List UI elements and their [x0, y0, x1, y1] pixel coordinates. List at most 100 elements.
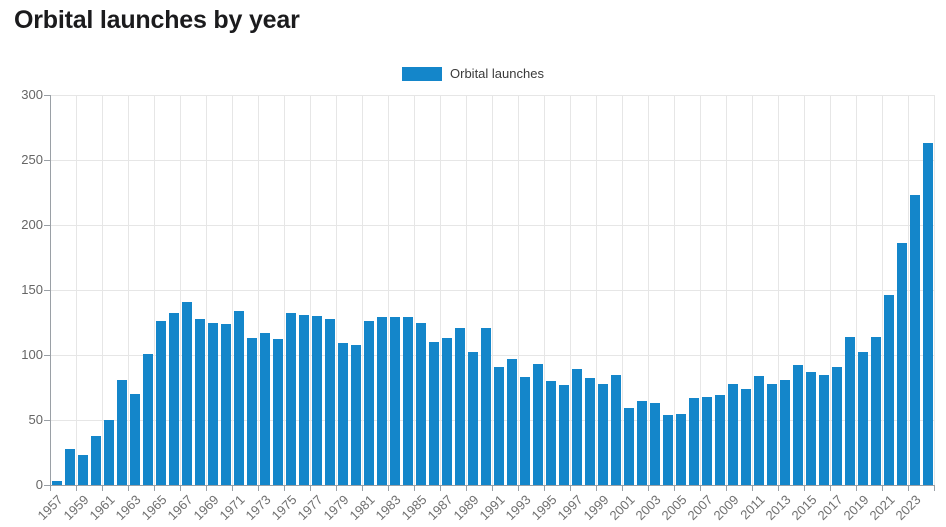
bar-1972[interactable] [246, 338, 257, 485]
bar-2006[interactable] [688, 397, 699, 485]
x-axis-tick [648, 485, 649, 491]
x-axis-tick [180, 485, 181, 491]
bar-2018[interactable] [844, 336, 855, 485]
bar-2022[interactable] [896, 243, 907, 485]
bar-2020[interactable] [870, 336, 881, 485]
gridline-vertical [258, 95, 259, 485]
bar-1987[interactable] [441, 338, 452, 485]
gridline-vertical [934, 95, 935, 485]
bar-2011[interactable] [753, 375, 764, 485]
gridline-vertical [388, 95, 389, 485]
bar-1966[interactable] [168, 313, 179, 485]
x-axis-label: 1997 [554, 492, 586, 524]
x-axis-tick [700, 485, 701, 491]
bar-2014[interactable] [792, 365, 803, 485]
x-axis-label: 1961 [86, 492, 118, 524]
y-axis-label: 100 [21, 347, 43, 362]
bar-1992[interactable] [506, 358, 517, 485]
bar-1996[interactable] [558, 384, 569, 485]
x-axis-label: 1999 [580, 492, 612, 524]
y-axis-tick [44, 355, 50, 356]
gridline-vertical [544, 95, 545, 485]
bar-2021[interactable] [883, 295, 894, 485]
bar-1976[interactable] [298, 314, 309, 485]
bar-2008[interactable] [714, 395, 725, 485]
bar-1968[interactable] [194, 318, 205, 485]
bar-1957[interactable] [51, 481, 62, 485]
bar-1979[interactable] [337, 343, 348, 485]
bar-1961[interactable] [103, 420, 114, 485]
bar-2019[interactable] [857, 352, 868, 485]
bar-1973[interactable] [259, 332, 270, 485]
bar-1982[interactable] [376, 317, 387, 485]
x-axis-label: 1977 [294, 492, 326, 524]
bar-2000[interactable] [610, 374, 621, 485]
bar-1970[interactable] [220, 323, 231, 485]
x-axis-label: 1965 [138, 492, 170, 524]
x-axis-label: 2009 [710, 492, 742, 524]
bar-2003[interactable] [649, 403, 660, 485]
bar-1960[interactable] [90, 435, 101, 485]
x-axis-tick [778, 485, 779, 491]
bar-1969[interactable] [207, 322, 218, 485]
x-axis-line [50, 485, 934, 486]
bar-2012[interactable] [766, 383, 777, 485]
bar-2005[interactable] [675, 413, 686, 485]
bar-1962[interactable] [116, 379, 127, 485]
gridline-vertical [830, 95, 831, 485]
chart-title: Orbital launches by year [14, 6, 300, 34]
bar-1959[interactable] [77, 455, 88, 485]
bar-1975[interactable] [285, 313, 296, 485]
bar-1967[interactable] [181, 301, 192, 485]
bar-1999[interactable] [597, 383, 608, 485]
x-axis-label: 2011 [737, 492, 768, 523]
bar-1980[interactable] [350, 344, 361, 485]
bar-1988[interactable] [454, 327, 465, 485]
bar-1991[interactable] [493, 366, 504, 485]
bar-1958[interactable] [64, 448, 75, 485]
x-axis-label: 1985 [398, 492, 430, 524]
bar-1963[interactable] [129, 394, 140, 485]
bar-1985[interactable] [415, 322, 426, 485]
gridline-vertical [882, 95, 883, 485]
bar-2024[interactable] [922, 143, 933, 485]
bar-1981[interactable] [363, 321, 374, 485]
x-axis-label: 1979 [320, 492, 352, 524]
bar-1984[interactable] [402, 317, 413, 485]
bar-1974[interactable] [272, 339, 283, 485]
bar-2004[interactable] [662, 414, 673, 485]
bar-2016[interactable] [818, 374, 829, 485]
bar-1983[interactable] [389, 317, 400, 485]
bar-2013[interactable] [779, 379, 790, 485]
bar-1977[interactable] [311, 316, 322, 485]
bar-2017[interactable] [831, 366, 842, 485]
bar-2002[interactable] [636, 400, 647, 485]
bar-1993[interactable] [519, 377, 530, 485]
bar-1964[interactable] [142, 353, 153, 485]
bar-2015[interactable] [805, 371, 816, 485]
bar-1994[interactable] [532, 364, 543, 485]
legend[interactable]: Orbital launches [0, 66, 946, 81]
x-axis-tick [466, 485, 467, 491]
bar-1978[interactable] [324, 318, 335, 485]
x-axis-tick [154, 485, 155, 491]
bar-1990[interactable] [480, 327, 491, 485]
x-axis-tick [258, 485, 259, 491]
bar-2010[interactable] [740, 388, 751, 485]
x-axis-label: 1983 [372, 492, 404, 524]
x-axis-tick [102, 485, 103, 491]
bar-1971[interactable] [233, 310, 244, 485]
bar-2009[interactable] [727, 383, 738, 485]
bar-2023[interactable] [909, 195, 920, 485]
bar-1997[interactable] [571, 369, 582, 485]
bar-1998[interactable] [584, 378, 595, 485]
bar-2001[interactable] [623, 408, 634, 485]
x-axis-tick [76, 485, 77, 491]
bar-2007[interactable] [701, 396, 712, 485]
gridline-vertical [336, 95, 337, 485]
bar-1986[interactable] [428, 342, 439, 485]
bar-1989[interactable] [467, 352, 478, 485]
bar-1965[interactable] [155, 321, 166, 485]
x-axis-tick [388, 485, 389, 491]
bar-1995[interactable] [545, 381, 556, 485]
